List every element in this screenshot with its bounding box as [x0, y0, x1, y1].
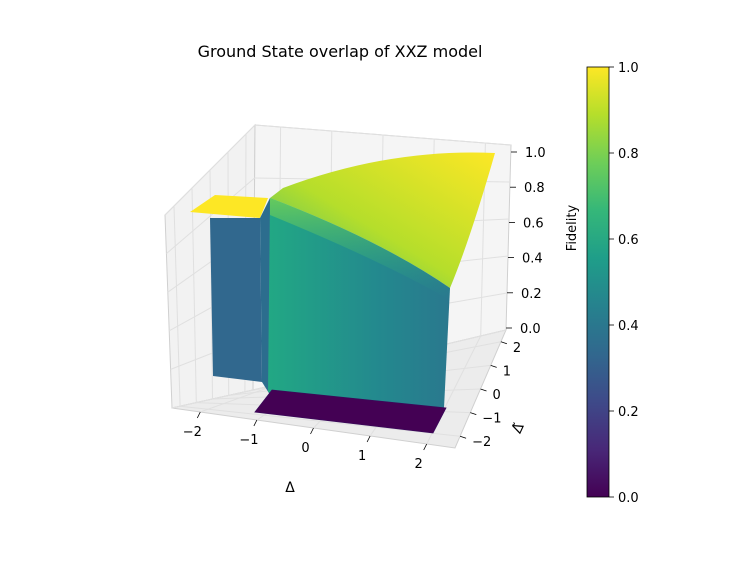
x-tick-label: 2 [415, 457, 423, 472]
y-tick-label: 0 [493, 388, 501, 403]
y-tick [480, 388, 487, 392]
x-tick-label: −1 [239, 433, 258, 448]
colorbar: 0.0 0.2 0.4 0.6 0.8 1.0 [586, 61, 639, 506]
z-tick-label: 0.0 [520, 322, 541, 337]
y-tick [500, 341, 508, 345]
x-tick-label: 0 [301, 441, 309, 456]
colorbar-tick-label: 0.4 [618, 319, 639, 334]
critical-surface-front-glow [270, 198, 450, 300]
critical-surface-front [268, 198, 450, 408]
x-tick [423, 443, 428, 451]
colorbar-ticks: 0.0 0.2 0.4 0.6 0.8 1.0 [609, 61, 639, 506]
z-tick-label: 0.2 [521, 287, 542, 302]
x-tick-labels: −2 −1 0 1 2 [183, 411, 428, 472]
y-grid-line [173, 205, 181, 407]
y-tick-label: −2 [472, 435, 491, 450]
x-tick-label: −2 [183, 425, 202, 440]
x-tick [310, 427, 314, 435]
x-tick-label: 1 [358, 449, 366, 464]
y-tick-label: 2 [513, 341, 521, 356]
y-grid-line [180, 405, 461, 437]
x-tick [253, 419, 258, 427]
z-axis-label: Fidelity [565, 204, 580, 251]
colorbar-tick-label: 0.0 [618, 491, 639, 506]
colorbar-tick-label: 1.0 [618, 61, 639, 76]
x-axis-label: Δ [285, 480, 295, 496]
plateau-wall [210, 218, 262, 382]
y-tick [470, 412, 477, 415]
critical-surface-top [270, 152, 495, 288]
colorbar-tick-label: 0.2 [618, 405, 639, 420]
z-tick-label: 1.0 [525, 146, 546, 161]
colorbar-tick-label: 0.8 [618, 147, 639, 162]
chart-title: Ground State overlap of XXZ model [198, 42, 483, 61]
y-tick [459, 435, 467, 439]
zero-region [254, 389, 447, 434]
y-grid-line [191, 187, 197, 403]
z-tick-labels: 0.0 0.2 0.4 0.6 0.8 1.0 [506, 146, 546, 337]
z-tick-label: 0.4 [522, 252, 543, 267]
colorbar-tick-label: 0.6 [618, 233, 639, 248]
y-tick-label: 1 [503, 364, 511, 379]
y-tick-labels: −2 −1 012 [459, 341, 521, 450]
x-tick [366, 435, 371, 443]
x-tick [196, 411, 201, 419]
z-tick-label: 0.8 [524, 181, 545, 196]
y-tick [490, 365, 497, 368]
y-tick-label: −1 [482, 412, 501, 427]
plateau-top [190, 195, 268, 218]
y-axis-label: Δ̃ [509, 420, 528, 436]
z-tick-label: 0.6 [523, 216, 544, 231]
colorbar-gradient [586, 66, 610, 498]
surface [190, 152, 495, 434]
